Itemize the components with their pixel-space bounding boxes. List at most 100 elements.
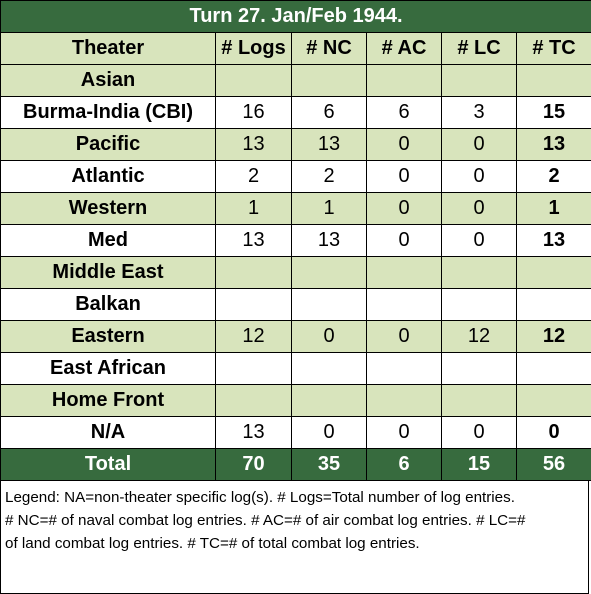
nc-cell: 6 <box>292 97 367 129</box>
nc-cell <box>292 353 367 385</box>
ac-cell <box>367 65 442 97</box>
nc-cell <box>292 289 367 321</box>
header-row: Theater # Logs # NC # AC # LC # TC <box>1 33 591 65</box>
logs-cell <box>216 257 292 289</box>
theater-cell: N/A <box>1 417 216 449</box>
col-header-logs: # Logs <box>216 33 292 65</box>
total-tc-cell: 56 <box>517 449 591 481</box>
nc-cell: 0 <box>292 321 367 353</box>
ac-cell <box>367 257 442 289</box>
nc-cell: 0 <box>292 417 367 449</box>
lc-cell: 0 <box>442 129 517 161</box>
theater-cell: Middle East <box>1 257 216 289</box>
theater-cell: Balkan <box>1 289 216 321</box>
tc-cell: 1 <box>517 193 591 225</box>
total-label: Total <box>1 449 216 481</box>
theater-cell: Asian <box>1 65 216 97</box>
tc-cell: 0 <box>517 417 591 449</box>
nc-cell <box>292 65 367 97</box>
log-summary-table: Turn 27. Jan/Feb 1944. Theater # Logs # … <box>0 0 591 481</box>
lc-cell <box>442 353 517 385</box>
nc-cell: 13 <box>292 225 367 257</box>
logs-cell <box>216 353 292 385</box>
theater-cell: Home Front <box>1 385 216 417</box>
table-row: Middle East <box>1 257 591 289</box>
ac-cell: 0 <box>367 225 442 257</box>
legend-line: # NC=# of naval combat log entries. # AC… <box>5 509 584 532</box>
total-nc-cell: 35 <box>292 449 367 481</box>
nc-cell: 2 <box>292 161 367 193</box>
tc-cell: 13 <box>517 129 591 161</box>
logs-cell <box>216 289 292 321</box>
ac-cell: 0 <box>367 161 442 193</box>
logs-cell: 16 <box>216 97 292 129</box>
lc-cell: 0 <box>442 225 517 257</box>
lc-cell: 12 <box>442 321 517 353</box>
lc-cell <box>442 385 517 417</box>
col-header-tc: # TC <box>517 33 591 65</box>
tc-cell: 2 <box>517 161 591 193</box>
col-header-ac: # AC <box>367 33 442 65</box>
theater-cell: Eastern <box>1 321 216 353</box>
tc-cell: 12 <box>517 321 591 353</box>
tc-cell <box>517 289 591 321</box>
logs-cell: 12 <box>216 321 292 353</box>
logs-cell: 13 <box>216 129 292 161</box>
theater-cell: Pacific <box>1 129 216 161</box>
legend-line: of land combat log entries. # TC=# of to… <box>5 532 584 555</box>
theater-cell: Western <box>1 193 216 225</box>
table-row: Balkan <box>1 289 591 321</box>
logs-cell: 2 <box>216 161 292 193</box>
table-title: Turn 27. Jan/Feb 1944. <box>1 1 591 33</box>
lc-cell <box>442 257 517 289</box>
tc-cell <box>517 65 591 97</box>
lc-cell: 0 <box>442 417 517 449</box>
tc-cell <box>517 385 591 417</box>
theater-cell: Atlantic <box>1 161 216 193</box>
ac-cell <box>367 289 442 321</box>
theater-cell: Med <box>1 225 216 257</box>
lc-cell <box>442 289 517 321</box>
lc-cell: 0 <box>442 161 517 193</box>
ac-cell: 0 <box>367 193 442 225</box>
tc-cell: 13 <box>517 225 591 257</box>
table-row: Asian <box>1 65 591 97</box>
total-logs-cell: 70 <box>216 449 292 481</box>
lc-cell <box>442 65 517 97</box>
ac-cell: 6 <box>367 97 442 129</box>
ac-cell <box>367 385 442 417</box>
nc-cell <box>292 257 367 289</box>
ac-cell: 0 <box>367 417 442 449</box>
table-row: East African <box>1 353 591 385</box>
logs-cell: 1 <box>216 193 292 225</box>
logs-cell <box>216 385 292 417</box>
tc-cell <box>517 257 591 289</box>
logs-cell: 13 <box>216 417 292 449</box>
theater-cell: East African <box>1 353 216 385</box>
theater-cell: Burma-India (CBI) <box>1 97 216 129</box>
tc-cell: 15 <box>517 97 591 129</box>
table-body: Turn 27. Jan/Feb 1944. Theater # Logs # … <box>1 1 591 481</box>
ac-cell <box>367 353 442 385</box>
nc-cell: 13 <box>292 129 367 161</box>
ac-cell: 0 <box>367 129 442 161</box>
logs-cell: 13 <box>216 225 292 257</box>
lc-cell: 0 <box>442 193 517 225</box>
total-lc-cell: 15 <box>442 449 517 481</box>
nc-cell <box>292 385 367 417</box>
col-header-theater: Theater <box>1 33 216 65</box>
col-header-lc: # LC <box>442 33 517 65</box>
legend-line: Legend: NA=non-theater specific log(s). … <box>5 486 584 509</box>
col-header-nc: # NC <box>292 33 367 65</box>
title-row: Turn 27. Jan/Feb 1944. <box>1 1 591 33</box>
total-ac-cell: 6 <box>367 449 442 481</box>
log-summary-table-container: Turn 27. Jan/Feb 1944. Theater # Logs # … <box>0 0 591 549</box>
